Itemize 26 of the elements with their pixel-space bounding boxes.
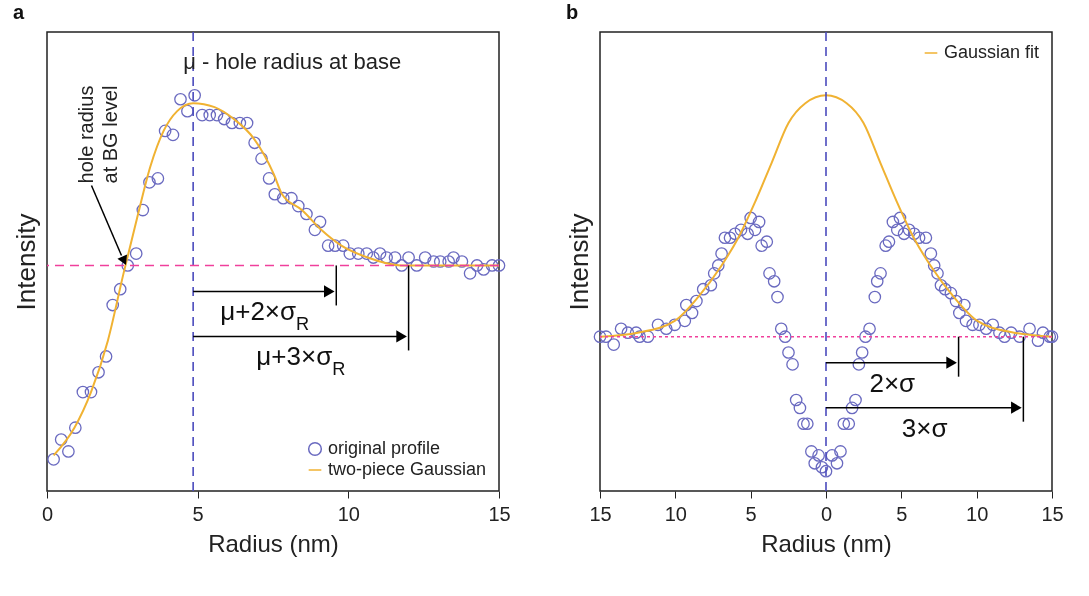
x-axis-title: Radius (nm) [208,529,339,557]
x-tick-label: 0 [820,502,833,525]
x-tick-label: 10 [337,502,360,525]
x-tick-label: 5 [745,502,757,525]
x-tick-label: 5 [192,502,204,525]
x-tick-label: 15 [488,502,511,525]
x-tick-label: 5 [896,502,908,525]
ref-line-label: μ - hole radius at base [183,49,402,74]
legend-label: original profile [328,438,441,458]
legend-label: Gaussian fit [944,42,1040,62]
annotation: hole radius at BG level [75,85,122,184]
x-tick-label: 0 [41,502,54,525]
ref-line-label: μ+2×σ$_{R}$ [220,296,310,335]
ref-line-label: 3×σ [901,412,948,443]
ref-line-label: μ+3×σ$_{R}$ [256,341,346,380]
x-tick-label: 15 [1041,502,1064,525]
ref-line-label: 2×σ [869,367,916,398]
chart-title: a [13,1,25,24]
x-tick-label: 10 [664,502,687,525]
legend-label: two-piece Gaussian [328,459,487,479]
x-tick-label: 15 [589,502,612,525]
x-axis-title: Radius (nm) [761,529,892,557]
x-tick-label: 10 [966,502,989,525]
y-axis-title: Intensity [563,213,594,311]
chart-title: b [566,1,579,24]
y-axis-title: Intensity [10,213,41,311]
